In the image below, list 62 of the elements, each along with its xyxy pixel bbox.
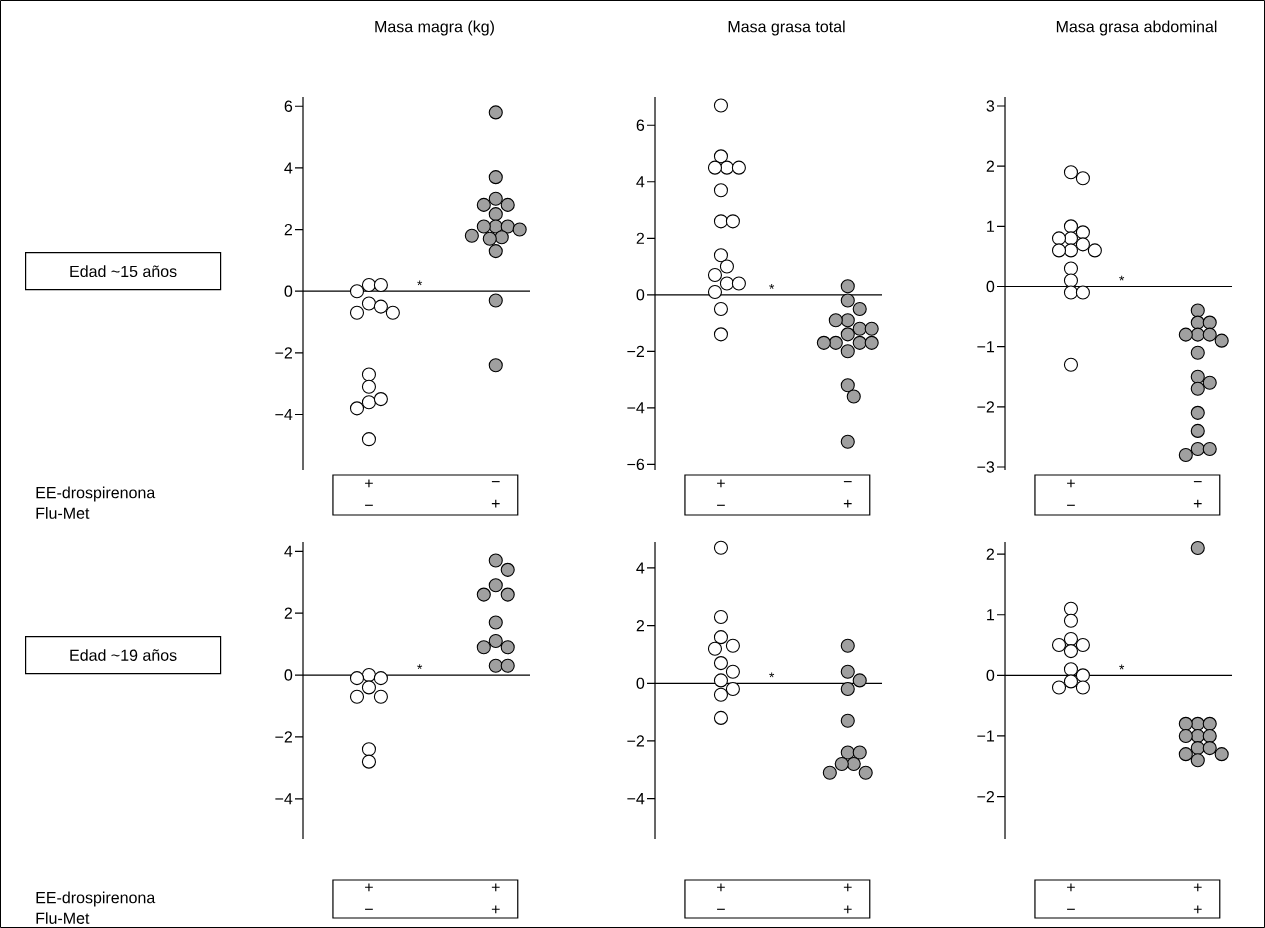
x-tick-label: + + [491, 883, 500, 914]
chart-title: Masa magra (kg) [375, 20, 494, 36]
y-tick-label: 6 [284, 100, 293, 112]
y-tick-label: 2 [636, 232, 644, 244]
y-tick-label: 3 [986, 100, 995, 112]
annotation: * [1119, 664, 1125, 670]
y-tick-label: 0 [636, 677, 645, 689]
y-tick-label: 2 [636, 620, 644, 632]
x-tick-label: − + [491, 481, 500, 508]
y-tick-label: 2 [284, 223, 292, 236]
y-tick-label: −2 [627, 345, 644, 357]
annotation: * [417, 280, 423, 286]
x-tick-label: + − [717, 479, 725, 506]
y-tick-label: −1 [977, 341, 995, 353]
y-tick-label: −6 [627, 458, 645, 471]
y-tick-label: 0 [284, 669, 293, 681]
y-tick-label: −2 [977, 401, 995, 413]
y-tick-label: 2 [284, 607, 292, 619]
y-tick-label: −4 [627, 402, 645, 414]
text: Edad ~15 años [70, 265, 177, 278]
y-tick-label: −2 [275, 347, 292, 359]
y-tick-label: −2 [275, 731, 292, 743]
y-tick-label: 4 [284, 545, 293, 557]
annotation: * [769, 283, 775, 289]
y-tick-label: −4 [627, 793, 645, 805]
x-tick-label: − + [1193, 481, 1202, 508]
annotation: * [417, 664, 423, 670]
chart-title: Masa grasa abdominal [1056, 20, 1217, 36]
y-tick-label: 0 [636, 289, 645, 301]
x-tick-label: + − [717, 883, 725, 910]
y-tick-label: 1 [987, 609, 995, 621]
x-tick-label: − + [843, 481, 852, 508]
y-tick-label: 0 [986, 280, 995, 293]
y-tick-label: −3 [977, 461, 995, 473]
y-tick-label: −2 [627, 735, 644, 747]
text: Flu-Met [36, 507, 90, 519]
chart-title: Masa grasa total [728, 20, 845, 36]
x-tick-label: + − [1067, 479, 1075, 506]
y-tick-label: 4 [636, 176, 645, 188]
x-tick-label: + − [365, 883, 373, 910]
y-tick-label: 6 [636, 119, 645, 131]
x-tick-label: + − [365, 479, 373, 506]
y-tick-label: −4 [275, 793, 293, 805]
x-tick-label: + + [843, 883, 852, 914]
y-tick-label: 1 [987, 220, 995, 232]
text: EE-drospirenona [36, 891, 156, 907]
annotation: * [769, 672, 775, 678]
text: EE-drospirenona [36, 486, 156, 502]
x-tick-label: + + [1193, 883, 1202, 914]
y-tick-label: 4 [636, 562, 645, 574]
y-tick-label: 2 [986, 160, 995, 172]
y-tick-label: −4 [275, 408, 293, 421]
y-tick-label: −2 [977, 790, 995, 803]
y-tick-label: 0 [986, 669, 995, 682]
text: Edad ~19 años [70, 649, 177, 661]
y-tick-label: −1 [977, 730, 995, 742]
text: Flu-Met [36, 912, 90, 924]
y-tick-label: 2 [986, 548, 995, 560]
x-tick-label: + − [1067, 883, 1075, 910]
y-tick-label: 4 [284, 162, 293, 174]
annotation: * [1119, 275, 1125, 281]
y-tick-label: 0 [284, 285, 293, 297]
